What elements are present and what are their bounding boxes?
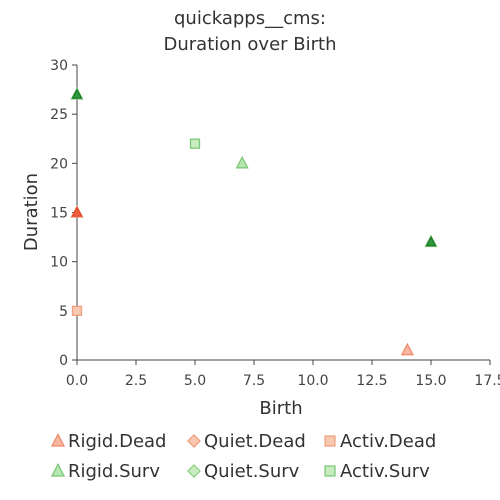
legend-label: Quiet.Dead	[204, 431, 306, 452]
data-point	[71, 88, 83, 99]
data-point	[71, 305, 83, 316]
y-ticks: 0 5 10 15 20 25 30	[50, 58, 77, 369]
x-axis-label: Birth	[259, 398, 302, 419]
x-tick-label: 10.0	[297, 373, 328, 389]
x-tick-label: 12.5	[356, 373, 387, 389]
legend-marker	[324, 435, 336, 447]
legend: Rigid.Dead Quiet.Dead Activ.Dead Rigid.Surv…	[50, 431, 436, 482]
data-point	[400, 342, 414, 356]
legend-label: Activ.Surv	[340, 461, 430, 482]
chart-title-line-1: quickapps__cms:	[174, 8, 326, 29]
legend-marker	[50, 432, 66, 447]
x-tick-label: 17.5	[474, 373, 500, 389]
y-tick-label: 5	[59, 304, 68, 320]
legend-label: Quiet.Surv	[204, 461, 300, 482]
legend-label: Activ.Dead	[340, 431, 436, 452]
x-tick-label: 7.5	[243, 373, 265, 389]
y-tick-label: 15	[50, 206, 68, 222]
legend-label: Rigid.Surv	[68, 461, 160, 482]
data-point	[189, 138, 201, 149]
y-axis-label: Duration	[21, 173, 42, 251]
legend-marker	[50, 462, 66, 477]
data-point	[425, 235, 437, 247]
y-tick-label: 0	[59, 353, 68, 369]
data-points	[70, 87, 438, 356]
x-ticks: 0.0 2.5 5.0 7.5 10.0 12.5 15.0 17.5	[66, 360, 500, 389]
y-tick-label: 25	[50, 107, 68, 123]
legend-marker	[187, 464, 201, 478]
chart-title-line-2: Duration over Birth	[164, 34, 337, 55]
axes	[76, 65, 490, 361]
legend-label: Rigid.Dead	[68, 431, 166, 452]
y-tick-label: 20	[50, 156, 68, 172]
y-tick-label: 10	[50, 255, 68, 271]
data-point	[235, 155, 249, 169]
legend-marker	[187, 434, 201, 448]
x-tick-label: 2.5	[125, 373, 147, 389]
legend-marker	[324, 465, 336, 477]
y-tick-label: 30	[50, 58, 68, 74]
x-tick-label: 5.0	[184, 373, 206, 389]
data-point	[71, 206, 83, 217]
x-tick-label: 0.0	[66, 373, 88, 389]
x-tick-label: 15.0	[415, 373, 446, 389]
